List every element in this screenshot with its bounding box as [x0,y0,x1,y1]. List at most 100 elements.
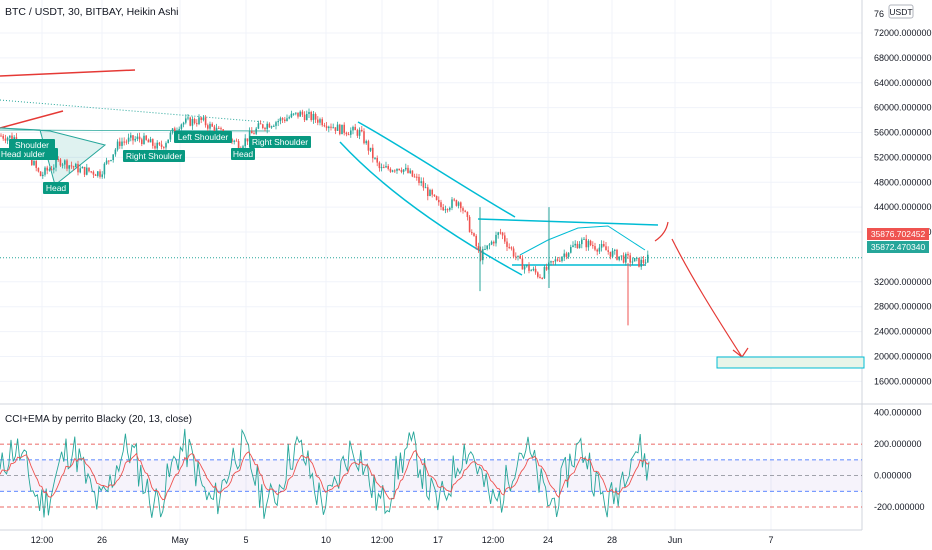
candle-body [578,244,581,249]
candle-body [389,168,392,172]
candle-body [482,249,484,261]
candle-body [341,124,343,135]
candle-body [196,123,198,125]
price-tag-red-bg [867,228,929,240]
candle-body [9,135,11,138]
candle-body [405,167,407,170]
pattern-label: Head [233,149,254,159]
price-axis-label: 32000.000000 [874,277,932,287]
candle-body [281,118,284,120]
candle-body [94,174,97,176]
candle-body [563,253,565,257]
candle-body [112,154,114,160]
candle-body [642,259,645,263]
candle-body [484,248,486,250]
time-axis: 12:00 26 May 5 10 12:00 17 12:00 24 28 Jun 7 [31,535,774,545]
candle-body [114,149,117,155]
time-axis-label: 17 [433,535,443,545]
candle-body [171,128,174,133]
candle-body [400,170,403,172]
candle-body [490,241,493,245]
candle-body [429,189,431,197]
candle-body [143,135,145,145]
pattern-label-bg [174,131,232,143]
candle-body [332,127,334,129]
candle-body [499,232,502,234]
candle-body [565,253,568,257]
candle-body [372,147,374,159]
candle-body [141,139,143,145]
price-axis-label: 68000.000000 [874,53,932,63]
candle-body [268,123,271,128]
candle-body [640,259,642,267]
candle-body [521,258,524,270]
pattern-label: Left Shoulder [178,132,229,142]
pattern-label: Head [1,149,22,159]
candle-body [367,141,370,151]
candle-body [600,244,603,248]
candle-body [101,174,103,177]
candle-body [570,246,572,253]
currency-badge-box[interactable] [888,4,914,19]
candle-body [92,171,95,175]
candle-body [519,255,521,259]
candle-body [259,123,262,125]
candle-body [581,239,583,245]
candle-body [585,238,587,248]
chart-title: BTC / USDT, 30, BITBAY, Heikin Ashi [5,6,179,18]
candle-body [614,249,616,251]
time-axis-label: Jun [668,535,683,545]
candle-body [433,194,436,197]
candle-body [2,135,4,139]
time-axis-label: 7 [768,535,773,545]
candle-body [145,135,147,140]
candle-body [187,117,189,119]
candle-body [189,117,191,126]
candle-body [202,117,205,120]
target-box [716,356,865,369]
grid [0,0,932,531]
candle-body [418,176,420,183]
candle-body [325,126,328,129]
candle-body [636,257,638,259]
candle-body [119,141,121,146]
candle-body [475,235,477,247]
indicator-axis-label: 200.000000 [874,439,922,449]
candle-body [358,129,361,136]
candle-body [354,126,356,131]
candle-body [182,122,185,125]
candle-body [61,164,64,166]
candle-body [275,122,277,126]
price-tag-red: 35876.702452 [871,229,926,239]
candle-body [64,160,66,165]
candle-body [407,167,409,173]
candle-body [488,244,491,246]
pattern-label-bg [249,136,311,148]
candle-body [180,124,183,129]
candle-body [647,254,649,263]
candle-body [598,247,601,252]
candle-body [323,125,326,127]
candle-body [596,249,598,252]
candle-body [215,127,218,133]
candle-body [235,140,238,142]
candle-body [66,160,68,169]
candle-body [411,170,414,177]
candle-body [442,207,444,211]
candle-body [110,159,112,161]
candle-body [627,253,629,256]
candle-body [319,119,321,123]
candle-body [592,245,594,247]
time-axis-label: 26 [97,535,107,545]
candle-body [497,232,499,235]
candle-body [99,171,101,177]
projection-curve [654,221,669,242]
candle-body [11,135,13,141]
candle-body [330,126,332,128]
channel-lower [339,141,523,276]
price-axis-label: 16000.000000 [874,376,932,386]
candle-body [431,189,433,195]
candle-body [543,266,546,279]
candle-body [233,140,235,142]
